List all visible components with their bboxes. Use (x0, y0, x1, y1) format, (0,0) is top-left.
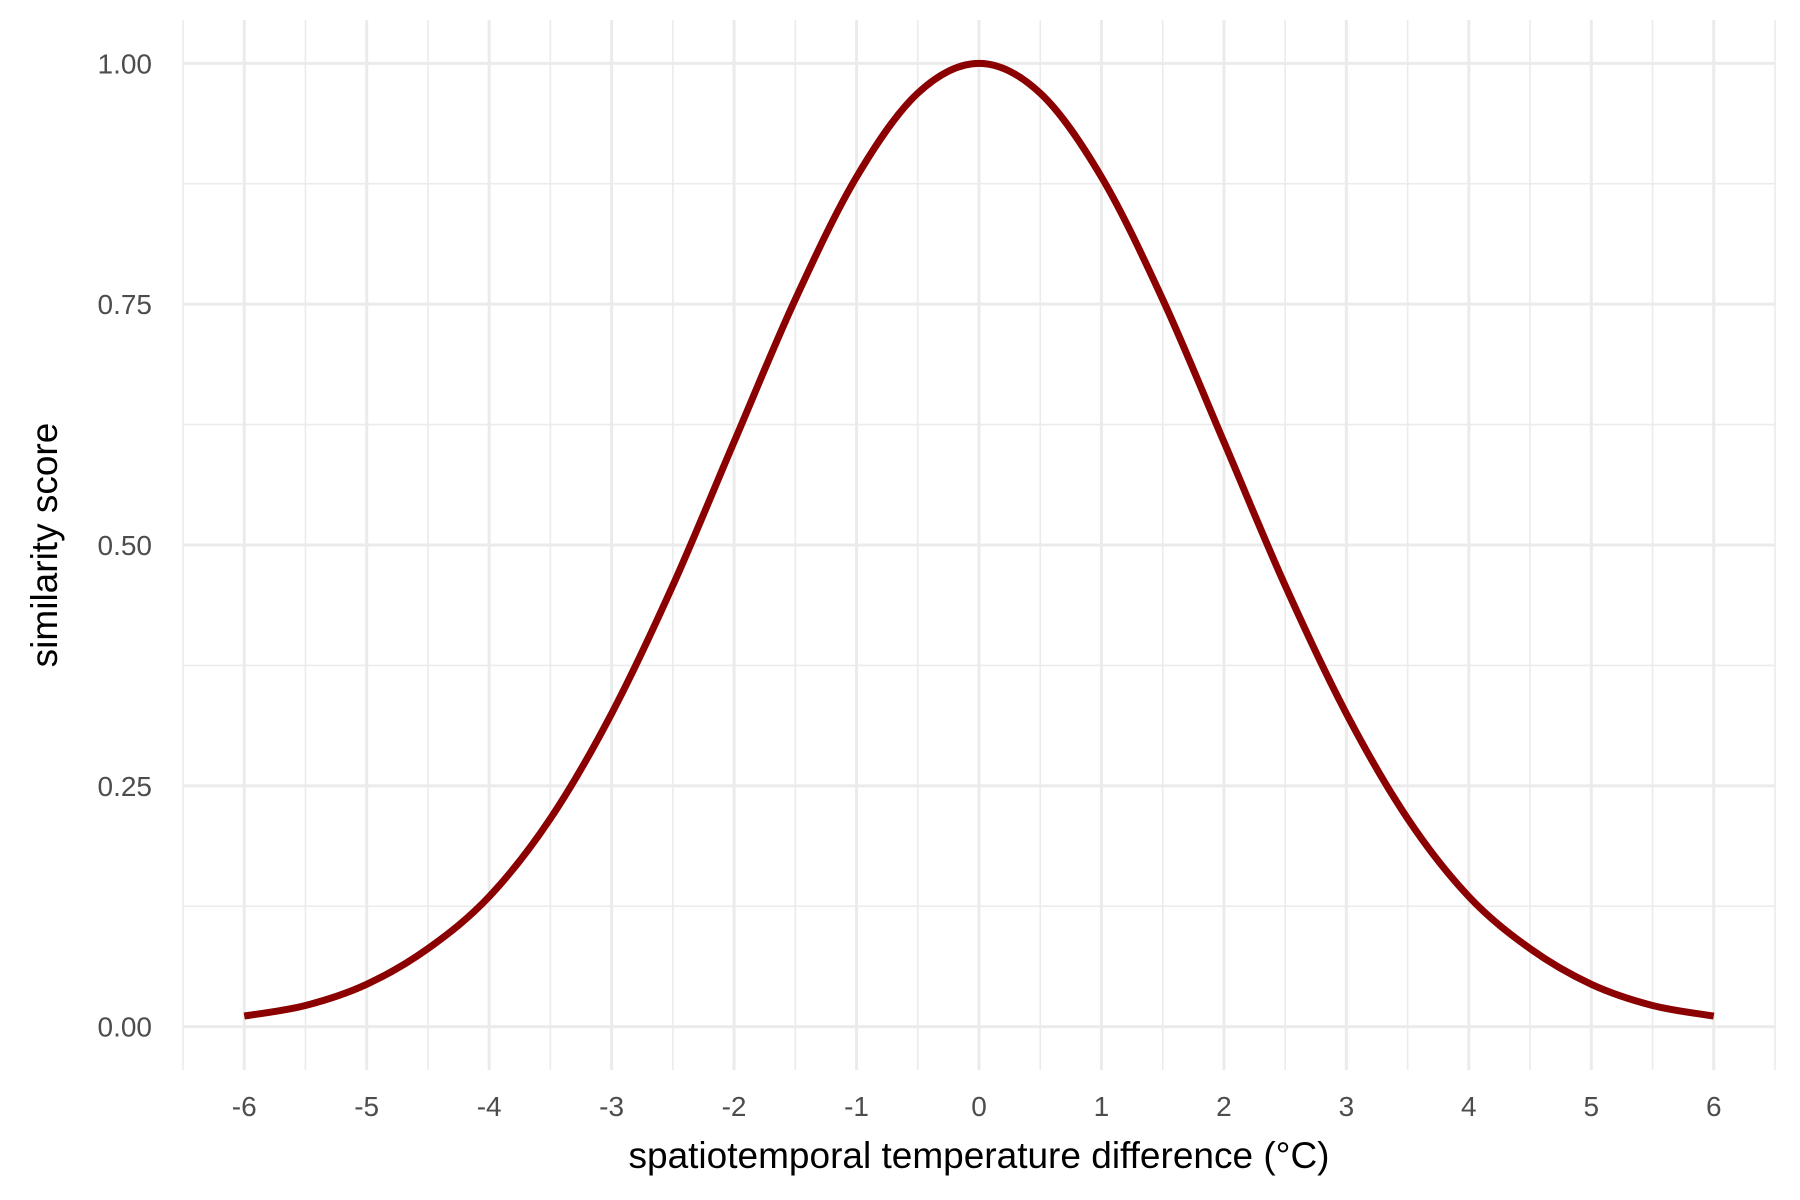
y-tick-label: 0.25 (98, 771, 153, 802)
y-tick-label: 0.00 (98, 1012, 153, 1043)
y-tick-label: 0.75 (98, 289, 153, 320)
y-tick-labels: 0.00 0.25 0.50 0.75 1.00 (98, 48, 153, 1042)
x-tick-label: -6 (232, 1091, 257, 1122)
x-tick-label: 0 (971, 1091, 987, 1122)
x-tick-label: -5 (354, 1091, 379, 1122)
x-tick-label: -2 (722, 1091, 747, 1122)
y-tick-label: 0.50 (98, 530, 153, 561)
x-tick-label: -3 (599, 1091, 624, 1122)
x-tick-label: 6 (1706, 1091, 1722, 1122)
similarity-curve (243, 59, 1715, 1020)
x-tick-label: -1 (844, 1091, 869, 1122)
x-tick-label: 2 (1216, 1091, 1232, 1122)
x-axis-title: spatiotemporal temperature difference (°… (629, 1135, 1330, 1176)
x-tick-label: -4 (477, 1091, 502, 1122)
major-gridlines (183, 20, 1775, 1070)
y-axis-title: similarity score (24, 423, 65, 668)
x-tick-labels: -6 -5 -4 -3 -2 -1 0 1 2 3 4 5 6 (232, 1091, 1722, 1122)
series-layer (243, 59, 1715, 1020)
x-tick-label: 5 (1584, 1091, 1600, 1122)
x-tick-label: 1 (1094, 1091, 1110, 1122)
x-tick-label: 4 (1461, 1091, 1477, 1122)
y-tick-label: 1.00 (98, 48, 153, 79)
x-tick-label: 3 (1339, 1091, 1355, 1122)
